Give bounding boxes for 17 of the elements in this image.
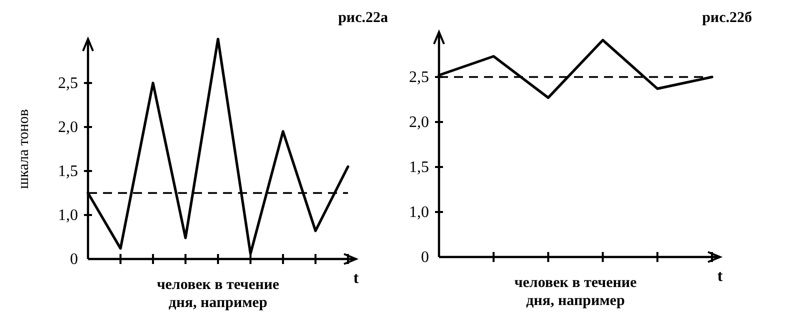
text: человек в течение дня, например [156,277,280,311]
y-tick-label: 2,0 [58,119,78,136]
y-axis-title: шкала тонов [16,109,32,189]
x-axis-title: t [353,270,360,287]
y-tick-label: 0 [421,249,429,266]
chart-title: рис.22б [702,10,752,26]
chart-title: рис.22а [338,10,388,26]
y-tick-label: 2,0 [409,114,429,131]
y-tick-label: 1,5 [58,163,78,180]
y-tick-label: 1,0 [58,207,78,224]
y-tick-label: 2,5 [409,69,429,86]
y-tick-label: 1,0 [409,204,429,221]
y-tick-label: 1,5 [409,159,429,176]
y-tick-label: 2,5 [58,75,78,92]
text: человек в течение дня, например [514,275,638,309]
y-tick-label: 0 [70,251,78,268]
x-axis-title: t [717,268,724,285]
